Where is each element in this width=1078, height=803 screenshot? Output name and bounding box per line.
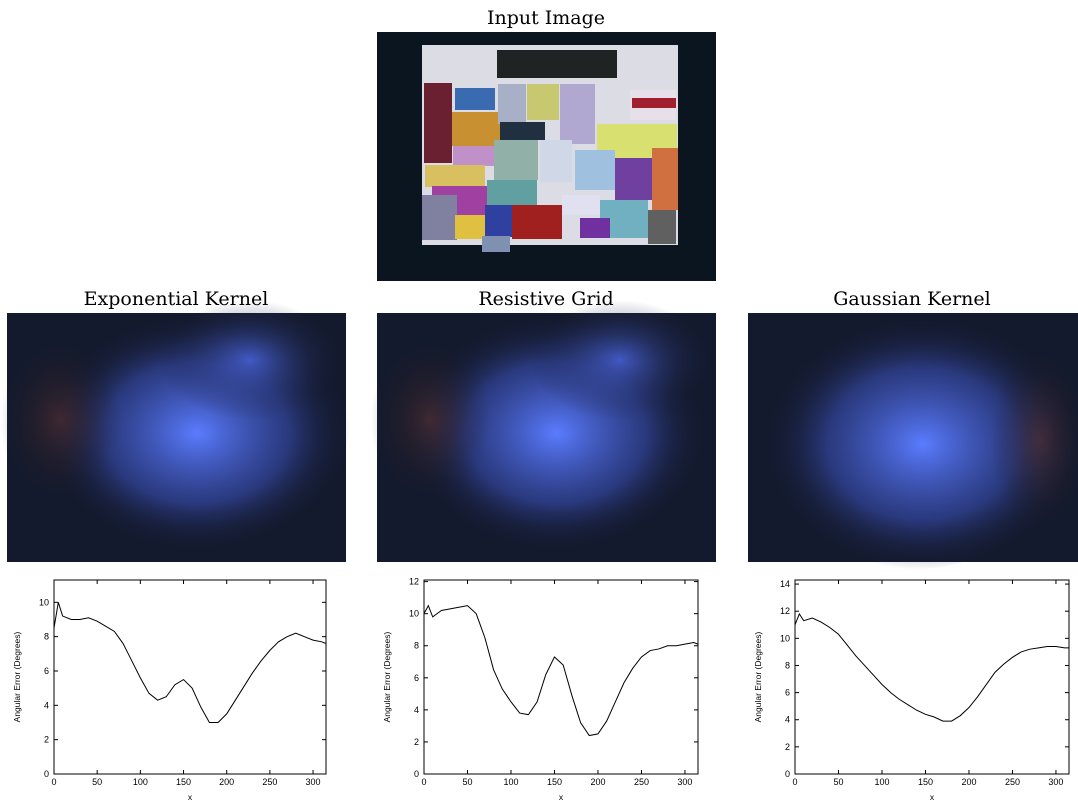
data-line (794, 612, 1069, 722)
x-tick-label: 100 (503, 777, 518, 787)
y-tick-label: 10 (39, 597, 49, 607)
x-tick-label: 200 (219, 777, 234, 787)
y-axis-label: Angular Error (Degrees) (753, 631, 763, 722)
panel-title: Exponential Kernel (84, 288, 269, 310)
x-tick-label: 250 (262, 777, 277, 787)
x-tick-label: 250 (634, 777, 649, 787)
input-title: Input Image (487, 7, 605, 29)
x-axis-label: x (930, 792, 935, 802)
y-axis-label: Angular Error (Degrees) (12, 631, 22, 722)
y-tick-label: 0 (785, 769, 790, 779)
y-tick-label: 2 (785, 742, 790, 752)
x-tick-label: 300 (677, 777, 692, 787)
x-axis-label: x (559, 792, 564, 802)
y-tick-label: 12 (780, 606, 790, 616)
y-tick-label: 6 (414, 673, 419, 683)
y-tick-label: 2 (414, 737, 419, 747)
y-tick-label: 4 (44, 700, 49, 710)
y-tick-label: 10 (409, 609, 419, 619)
y-axis-label: Angular Error (Degrees) (382, 631, 392, 722)
x-tick-label: 0 (792, 777, 797, 787)
x-tick-label: 50 (92, 777, 102, 787)
plot-frame (423, 579, 699, 775)
y-tick-label: 6 (44, 666, 49, 676)
data-line (423, 604, 699, 737)
x-tick-label: 0 (421, 777, 426, 787)
plot-frame (794, 579, 1070, 775)
plot-frame (53, 579, 327, 775)
x-tick-label: 50 (833, 777, 843, 787)
data-line (53, 602, 327, 723)
result-image (730, 290, 1078, 570)
result-image (0, 290, 350, 562)
y-tick-label: 8 (44, 632, 49, 642)
x-tick-label: 150 (547, 777, 562, 787)
x-tick-label: 300 (1048, 777, 1063, 787)
x-tick-label: 250 (1005, 777, 1020, 787)
x-tick-label: 150 (176, 777, 191, 787)
x-tick-label: 300 (306, 777, 321, 787)
y-tick-label: 2 (44, 735, 49, 745)
x-tick-label: 50 (462, 777, 472, 787)
y-tick-label: 0 (414, 769, 419, 779)
y-tick-label: 6 (785, 688, 790, 698)
x-tick-label: 150 (918, 777, 933, 787)
panel-title: Gaussian Kernel (833, 288, 991, 310)
y-tick-label: 10 (780, 633, 790, 643)
y-tick-label: 12 (409, 577, 419, 587)
input-image (377, 32, 716, 281)
y-tick-label: 8 (785, 660, 790, 670)
x-axis-label: x (188, 792, 193, 802)
x-tick-label: 200 (590, 777, 605, 787)
panel-title: Resistive Grid (478, 288, 613, 310)
result-image (370, 290, 716, 562)
y-tick-label: 4 (785, 715, 790, 725)
x-tick-label: 0 (51, 777, 56, 787)
y-tick-label: 8 (414, 641, 419, 651)
y-tick-label: 0 (44, 769, 49, 779)
x-tick-label: 100 (133, 777, 148, 787)
y-tick-label: 14 (780, 579, 790, 589)
y-tick-label: 4 (414, 705, 419, 715)
x-tick-label: 200 (961, 777, 976, 787)
x-tick-label: 100 (874, 777, 889, 787)
